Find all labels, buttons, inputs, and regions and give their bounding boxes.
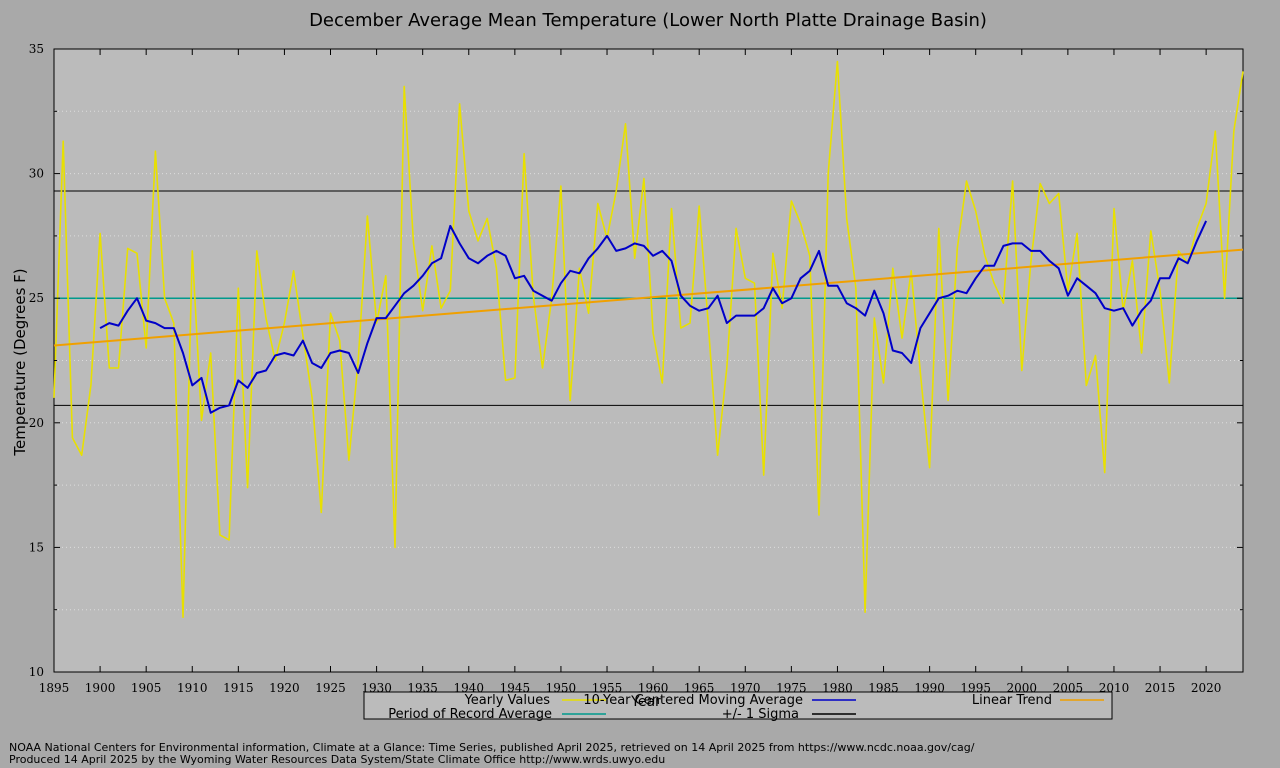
x-tick-label: 1905 — [131, 681, 162, 695]
credits: NOAA National Centers for Environmental … — [9, 741, 975, 766]
y-tick-label: 30 — [29, 167, 44, 181]
x-tick-label: 1915 — [223, 681, 254, 695]
y-tick-label: 35 — [29, 42, 44, 56]
chart-title: December Average Mean Temperature (Lower… — [309, 10, 987, 31]
x-tick-label: 1895 — [39, 681, 70, 695]
credit-line-2: Produced 14 April 2025 by the Wyoming Wa… — [9, 753, 665, 766]
credit-line-1: NOAA National Centers for Environmental … — [9, 741, 975, 754]
x-tick-label: 1925 — [315, 681, 346, 695]
y-tick-label: 10 — [29, 665, 44, 679]
legend-label: +/- 1 Sigma — [722, 707, 799, 722]
x-tick-label: 2020 — [1191, 681, 1222, 695]
x-tick-label: 2015 — [1145, 681, 1176, 695]
y-tick-label: 15 — [29, 540, 44, 554]
series-lines — [53, 60, 1244, 619]
legend-label: 10-Year Centered Moving Average — [583, 693, 803, 708]
y-axis-label: Temperature (Degrees F) — [11, 268, 29, 456]
linear-trend-line — [53, 248, 1244, 347]
x-axis-label: Year — [630, 694, 661, 710]
x-tick-label: 1910 — [177, 681, 208, 695]
legend-box — [363, 691, 1113, 720]
moving-average-line — [99, 220, 1208, 414]
legend-label: Yearly Values — [464, 693, 551, 708]
legend: Yearly Values 10-Year Centered Moving Ave… — [363, 691, 1113, 722]
x-tick-label: 1920 — [269, 681, 300, 695]
y-tick-label: 25 — [29, 291, 44, 305]
legend-label: Period of Record Average — [388, 707, 552, 722]
plot-area — [53, 48, 1244, 673]
y-tick-label: 20 — [29, 416, 44, 430]
legend-label: Linear Trend — [972, 693, 1052, 708]
x-tick-label: 1900 — [85, 681, 116, 695]
yearly-values-line — [53, 60, 1244, 619]
